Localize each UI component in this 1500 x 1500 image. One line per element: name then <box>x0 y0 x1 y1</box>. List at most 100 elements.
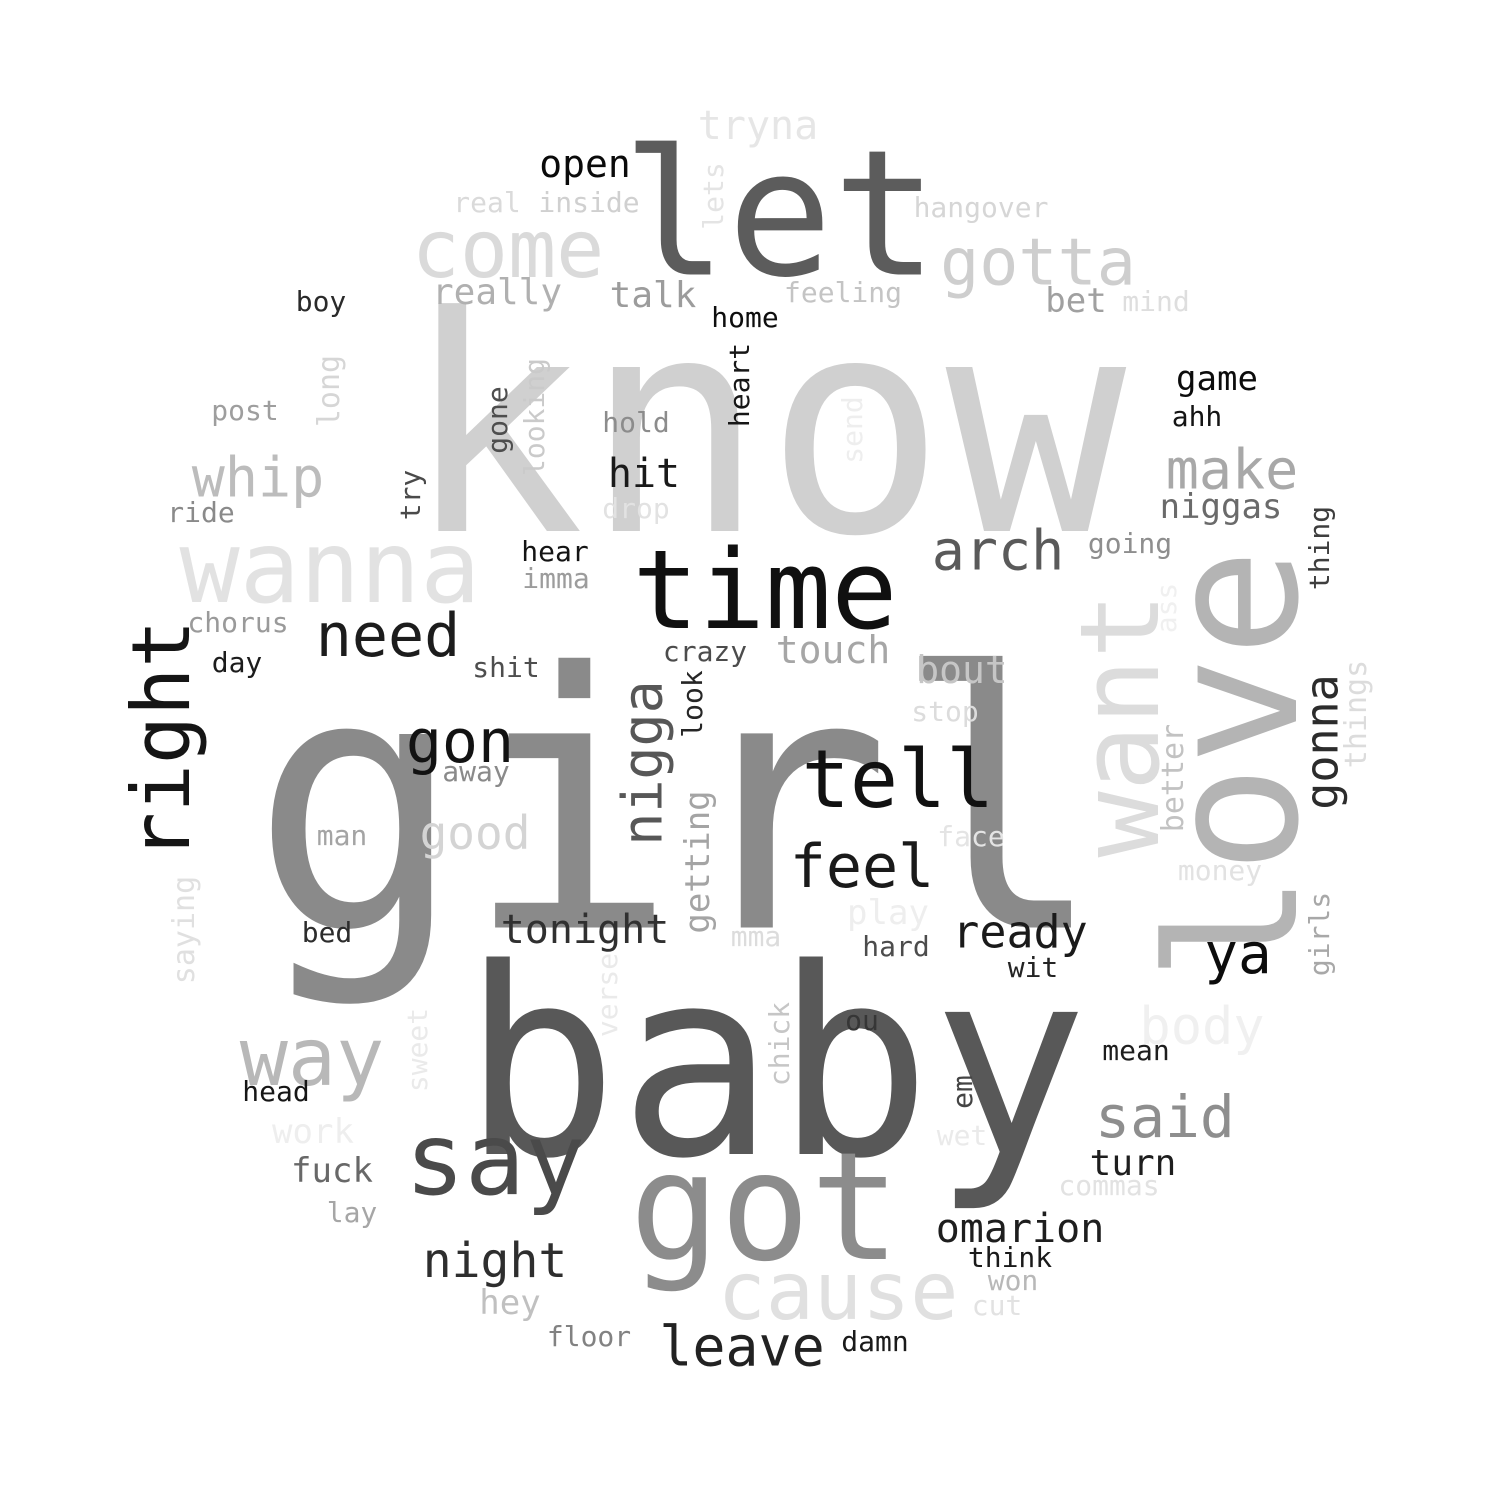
word-bout: bout <box>916 648 1008 692</box>
word-think: think <box>967 1241 1053 1274</box>
word-gotta: gotta <box>940 225 1136 301</box>
word-saying: saying <box>167 875 202 985</box>
word-hit: hit <box>607 451 681 497</box>
word-said: said <box>1095 1083 1235 1151</box>
word-girl: girl <box>250 597 1106 1012</box>
word-talk: talk <box>609 275 697 316</box>
word-long: long <box>312 354 347 428</box>
word-bed: bed <box>301 916 353 949</box>
word-night: night <box>422 1233 568 1289</box>
word-tonight: tonight <box>500 907 670 953</box>
word-omarion: omarion <box>935 1206 1105 1252</box>
word-drop: drop <box>602 492 670 525</box>
word-way: way <box>239 1011 385 1104</box>
word-body: body <box>1139 997 1265 1057</box>
word-imma: imma <box>522 562 590 595</box>
word-game: game <box>1176 359 1258 399</box>
word-boy: boy <box>295 285 347 318</box>
word-play: play <box>847 893 929 933</box>
word-ride: ride <box>167 496 235 529</box>
word-make: make <box>1165 437 1299 502</box>
word-work: work <box>272 1112 354 1152</box>
word-better: better <box>1156 723 1191 833</box>
word-feeling: feeling <box>783 276 903 309</box>
word-lay: lay <box>326 1196 378 1229</box>
word-niggas: niggas <box>1159 487 1283 527</box>
word-getting: getting <box>678 790 718 934</box>
word-try: try <box>394 469 427 521</box>
word-say: say <box>404 1101 586 1218</box>
word-won: won <box>987 1264 1039 1297</box>
word-look: look <box>676 670 709 738</box>
word-money: money <box>1177 854 1263 887</box>
word-nigga: nigga <box>610 680 675 846</box>
word-ass: ass <box>1150 582 1183 634</box>
word-chorus: chorus <box>187 606 289 639</box>
word-baby: baby <box>461 914 1089 1216</box>
word-wet: wet <box>936 1119 988 1152</box>
word-send: send <box>836 396 869 464</box>
word-em: em <box>946 1075 979 1109</box>
word-cause: cause <box>717 1245 959 1338</box>
word-fuck: fuck <box>291 1151 373 1191</box>
word-hangover: hangover <box>913 191 1049 224</box>
word-ahh: ahh <box>1171 400 1223 433</box>
word-open: open <box>539 142 631 186</box>
word-gon: gon <box>405 707 515 777</box>
word-hear: hear <box>521 535 589 568</box>
word-head: head <box>242 1075 310 1108</box>
word-day: day <box>211 646 263 679</box>
word-looking: looking <box>518 357 551 477</box>
word-ou: ou <box>845 1004 879 1037</box>
word-wit: wit <box>1007 951 1059 984</box>
word-touch: touch <box>775 628 891 672</box>
word-hard: hard <box>862 930 930 963</box>
word-damn: damn <box>841 1325 909 1358</box>
word-gonna: gonna <box>1295 674 1349 810</box>
word-need: need <box>315 601 461 671</box>
word-arch: arch <box>931 518 1065 583</box>
word-shit: shit <box>472 651 540 684</box>
word-right: right <box>115 619 208 861</box>
word-mma: mma <box>730 920 782 953</box>
word-post: post <box>211 394 279 427</box>
word-floor: floor <box>546 1320 632 1353</box>
word-heart: heart <box>723 342 756 428</box>
word-really: really <box>431 272 563 313</box>
word-crazy: crazy <box>662 635 748 668</box>
word-got: got <box>629 1121 901 1295</box>
word-girls: girls <box>1303 891 1336 977</box>
word-real: real <box>453 186 521 219</box>
word-ready: ready <box>952 905 1088 959</box>
word-tryna: tryna <box>697 103 819 149</box>
word-stop: stop <box>911 695 979 728</box>
word-feel: feel <box>789 832 935 902</box>
word-hold: hold <box>602 406 670 439</box>
word-verse: verse <box>591 952 624 1038</box>
word-wanna: wanna <box>179 509 481 626</box>
word-mean: mean <box>1102 1034 1170 1067</box>
word-time: time <box>632 526 898 654</box>
word-commas: commas <box>1058 1169 1160 1202</box>
word-let: let <box>621 113 939 317</box>
word-hey: hey <box>479 1283 541 1323</box>
word-leave: leave <box>659 1314 825 1379</box>
word-face: face <box>937 820 1005 853</box>
word-good: good <box>419 806 531 860</box>
word-turn: turn <box>1089 1143 1177 1184</box>
word-ya: ya <box>1204 922 1272 987</box>
word-lets: lets <box>697 162 730 230</box>
word-know: know <box>403 253 1127 602</box>
word-man: man <box>316 819 368 852</box>
word-home: home <box>711 301 779 334</box>
word-thing: thing <box>1303 505 1336 591</box>
word-going: going <box>1087 527 1173 560</box>
word-come: come <box>411 203 605 296</box>
word-sweet: sweet <box>401 1007 434 1093</box>
word-cut: cut <box>971 1289 1023 1322</box>
word-bet: bet <box>1045 281 1107 321</box>
word-gone: gone <box>481 386 514 454</box>
word-away: away <box>442 755 510 788</box>
word-tell: tell <box>801 733 995 826</box>
